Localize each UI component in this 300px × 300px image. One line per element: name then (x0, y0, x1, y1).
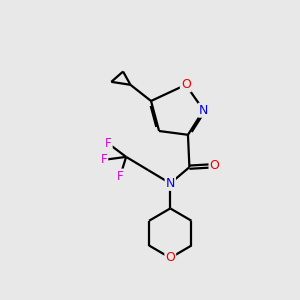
Text: O: O (181, 78, 191, 91)
Text: N: N (199, 104, 208, 117)
Text: F: F (105, 137, 112, 150)
Text: N: N (166, 177, 175, 190)
Text: O: O (165, 251, 175, 264)
Text: F: F (101, 153, 107, 166)
Text: F: F (117, 169, 124, 182)
Text: O: O (209, 159, 219, 172)
